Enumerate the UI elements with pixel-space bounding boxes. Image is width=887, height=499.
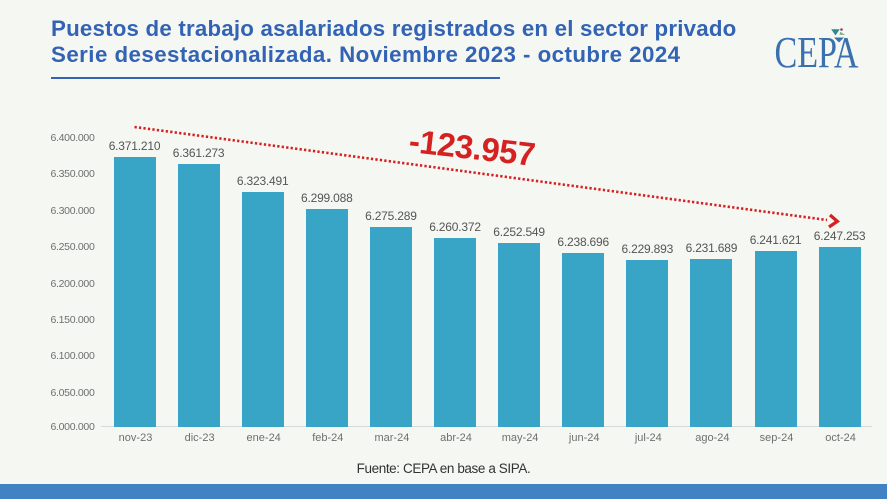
svg-text:CEPA: CEPA bbox=[775, 27, 859, 72]
